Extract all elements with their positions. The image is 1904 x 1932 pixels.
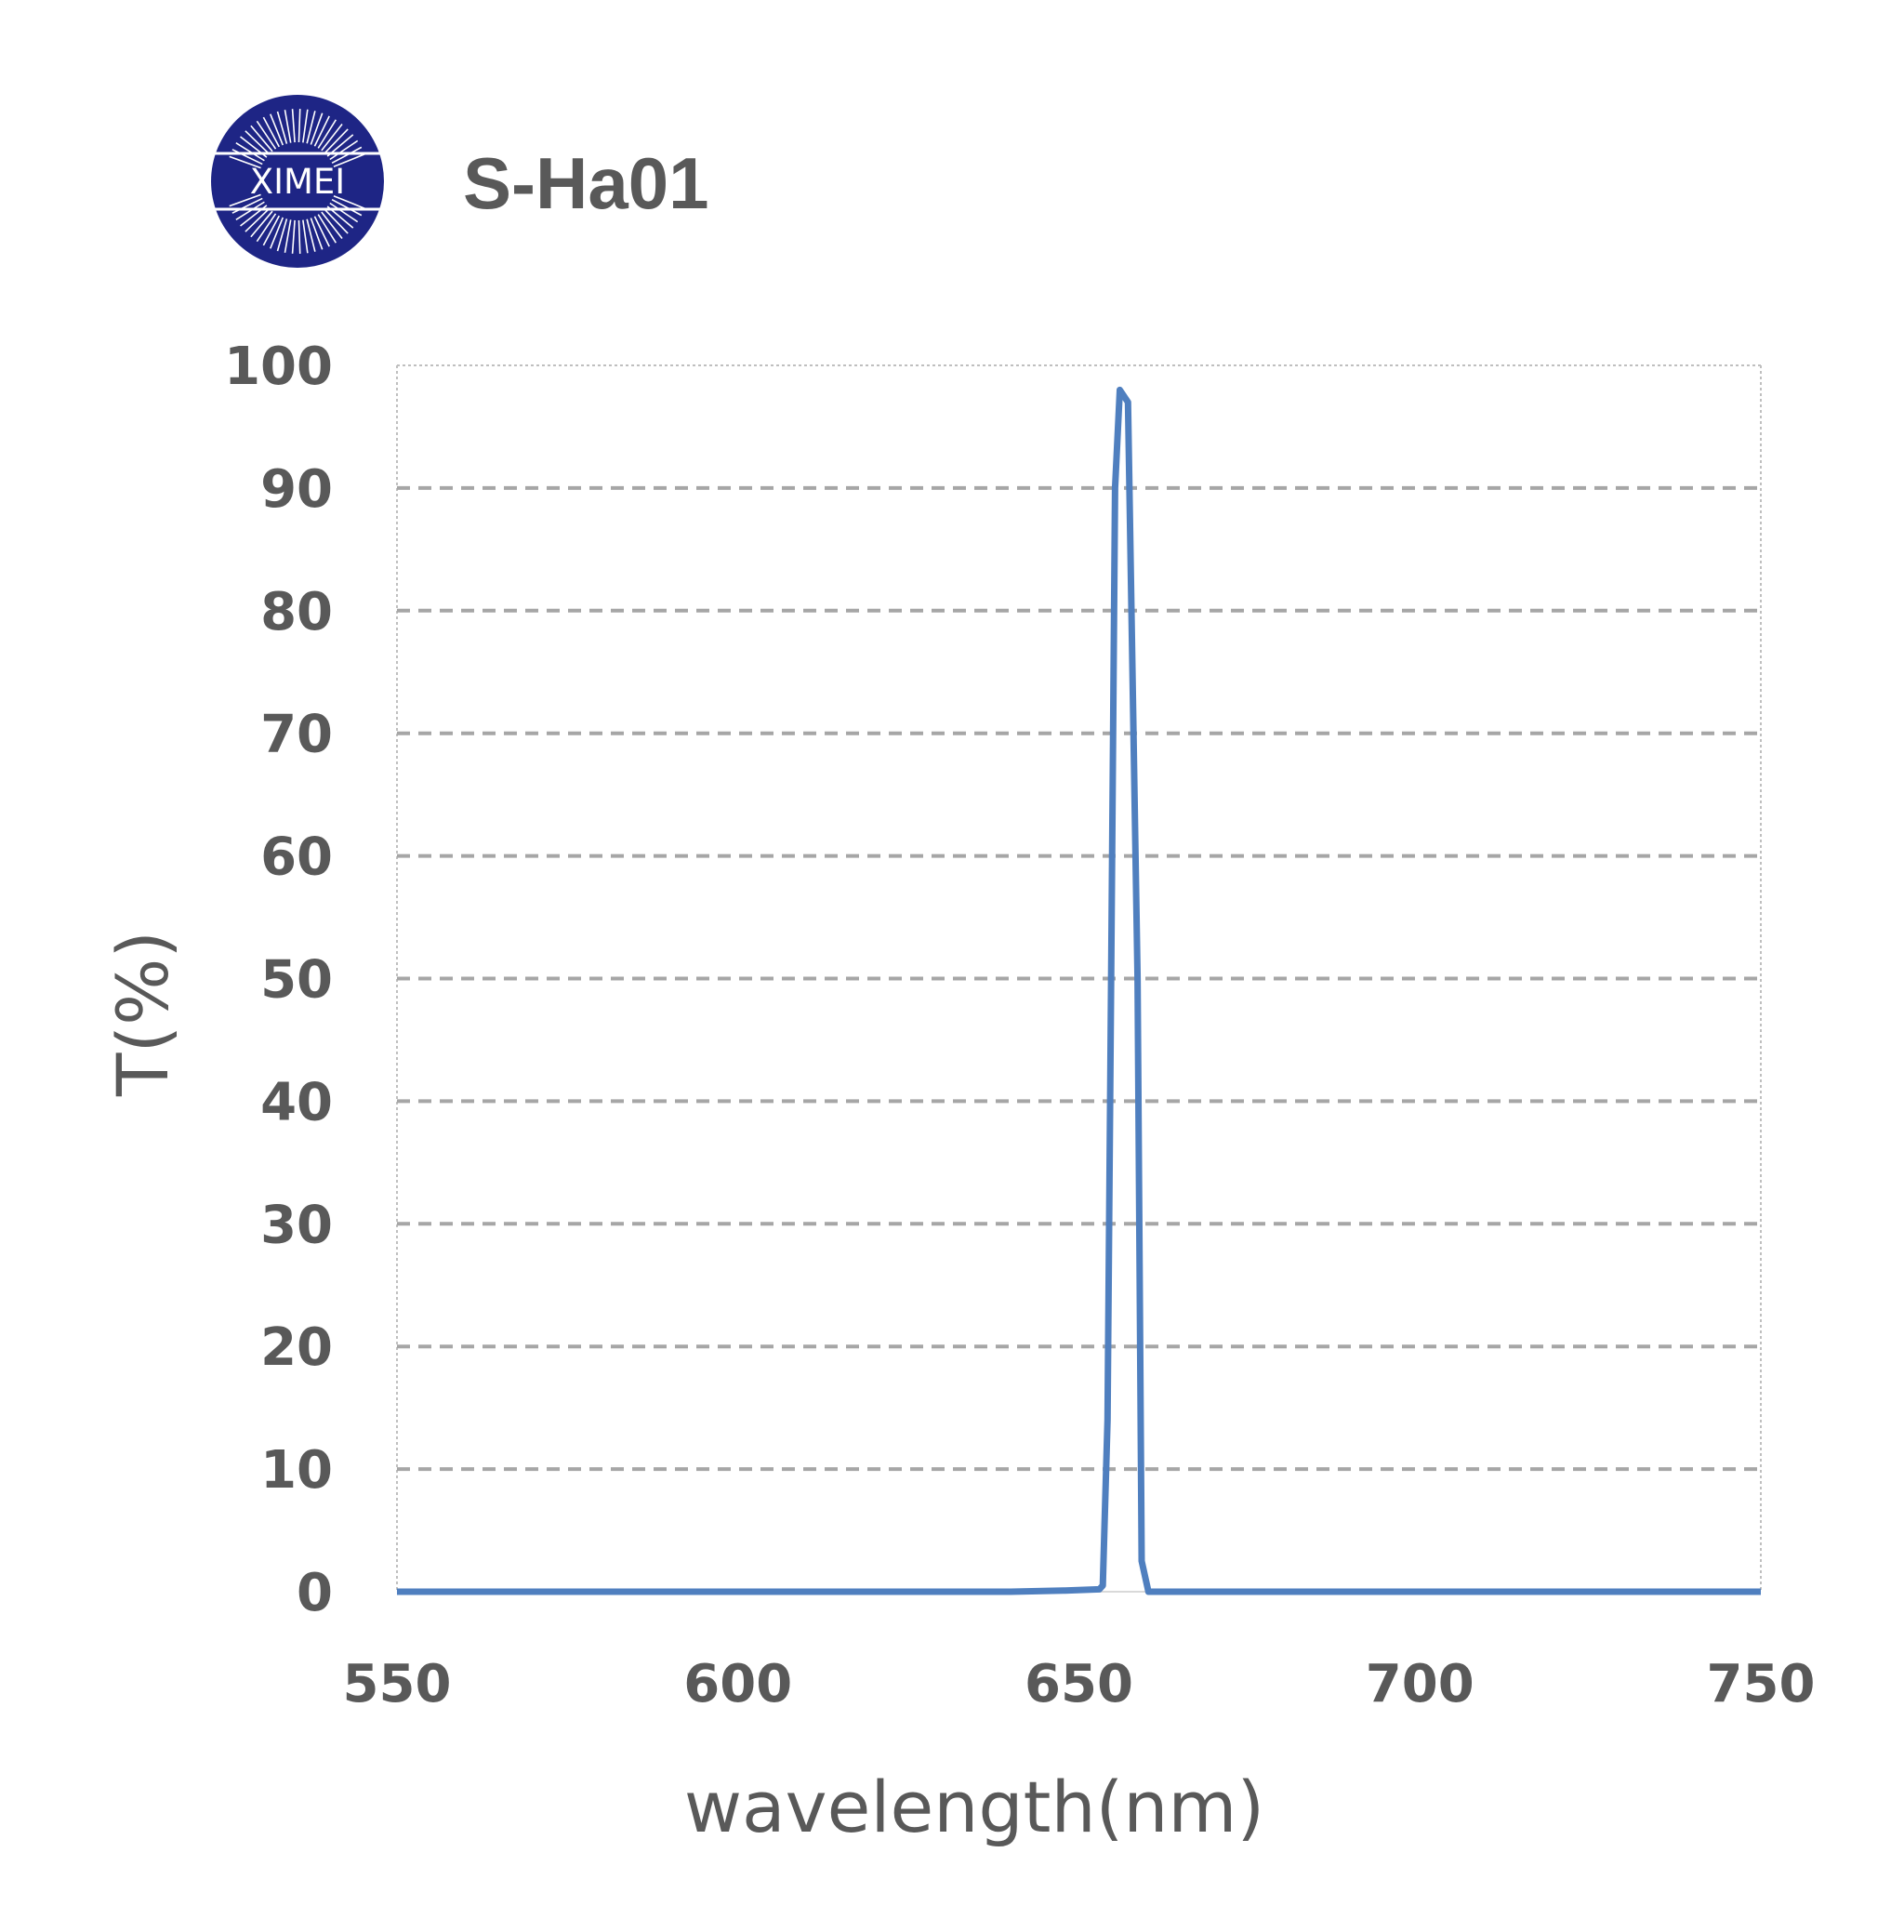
y-tick-label: 70	[260, 705, 333, 765]
logo-ray	[331, 199, 363, 217]
chart-title: S-Ha01	[463, 142, 709, 224]
logo-ray	[317, 119, 337, 149]
logo-ray	[231, 197, 263, 214]
logo-ray	[313, 216, 330, 247]
logo-ray	[310, 112, 324, 145]
logo-ray	[329, 139, 359, 161]
y-tick-label: 90	[260, 459, 333, 520]
logo-ray	[306, 218, 316, 252]
transmission-series-line	[397, 386, 1761, 1595]
logo-ray	[310, 218, 324, 250]
logo-ray	[321, 211, 343, 239]
logo-ray	[324, 128, 349, 154]
x-tick-label: 700	[1366, 1654, 1474, 1714]
x-tick-label: 650	[1025, 1654, 1133, 1714]
logo-ray	[298, 109, 301, 143]
logo-ray	[276, 218, 288, 252]
logo-ray	[262, 116, 280, 148]
logo-ray	[231, 149, 263, 165]
logo-ray	[321, 124, 343, 152]
x-tick-label: 600	[683, 1654, 792, 1714]
y-tick-label: 10	[260, 1440, 333, 1501]
logo-ray	[331, 146, 363, 164]
gridlines	[397, 485, 1761, 1593]
x-tick-label: 550	[343, 1654, 452, 1714]
logo-ray	[306, 111, 316, 144]
logo-ray	[256, 120, 277, 150]
y-tick-labels: 0 10 20 30 40 50 60 70 80 90 100	[224, 337, 333, 1623]
logo-ray	[250, 125, 273, 152]
x-axis-label: wavelength(nm)	[684, 1766, 1264, 1848]
logo-text: XIMEI	[250, 162, 345, 202]
y-axis-label: T(%)	[101, 931, 184, 1097]
logo-ray	[291, 109, 296, 143]
logo-ray	[245, 130, 271, 155]
logo-ray	[298, 219, 301, 254]
x-tick-label: 750	[1707, 1654, 1816, 1714]
logo-ray	[270, 113, 284, 146]
logo-ray	[250, 210, 273, 238]
y-tick-label: 50	[260, 950, 333, 1011]
logo-ray	[262, 215, 280, 246]
logo-ray	[333, 194, 365, 209]
logo-ray	[291, 219, 296, 254]
y-tick-label: 80	[260, 582, 333, 642]
logo-ray	[229, 155, 261, 169]
y-tick-label: 100	[224, 337, 333, 397]
ximei-logo: XIMEI	[211, 95, 384, 268]
logo-ray	[313, 115, 330, 147]
y-tick-label: 30	[260, 1195, 333, 1255]
logo-rays	[229, 109, 365, 254]
logo-ray	[324, 208, 349, 234]
logo-ray	[284, 219, 292, 253]
logo-disc	[211, 95, 384, 268]
logo-ray	[329, 202, 359, 223]
plot-frame	[396, 364, 1762, 1592]
logo-ray	[317, 214, 337, 244]
logo-ray	[235, 201, 265, 221]
y-tick-label: 60	[260, 827, 333, 888]
logo-ray	[302, 219, 309, 254]
logo-ray	[284, 110, 292, 143]
logo-ray	[256, 213, 277, 243]
logo-ray	[235, 141, 265, 162]
logo-ray	[245, 207, 271, 232]
y-tick-label: 40	[260, 1072, 333, 1132]
logo-ray	[333, 153, 365, 168]
logo-ray	[270, 217, 284, 249]
logo-ray	[276, 111, 288, 144]
y-tick-label: 20	[260, 1317, 333, 1378]
y-tick-label: 0	[297, 1563, 333, 1623]
logo-ray	[302, 109, 309, 143]
x-tick-labels: 550 600 650 700 750	[343, 1654, 1816, 1714]
logo-ray	[229, 193, 261, 207]
